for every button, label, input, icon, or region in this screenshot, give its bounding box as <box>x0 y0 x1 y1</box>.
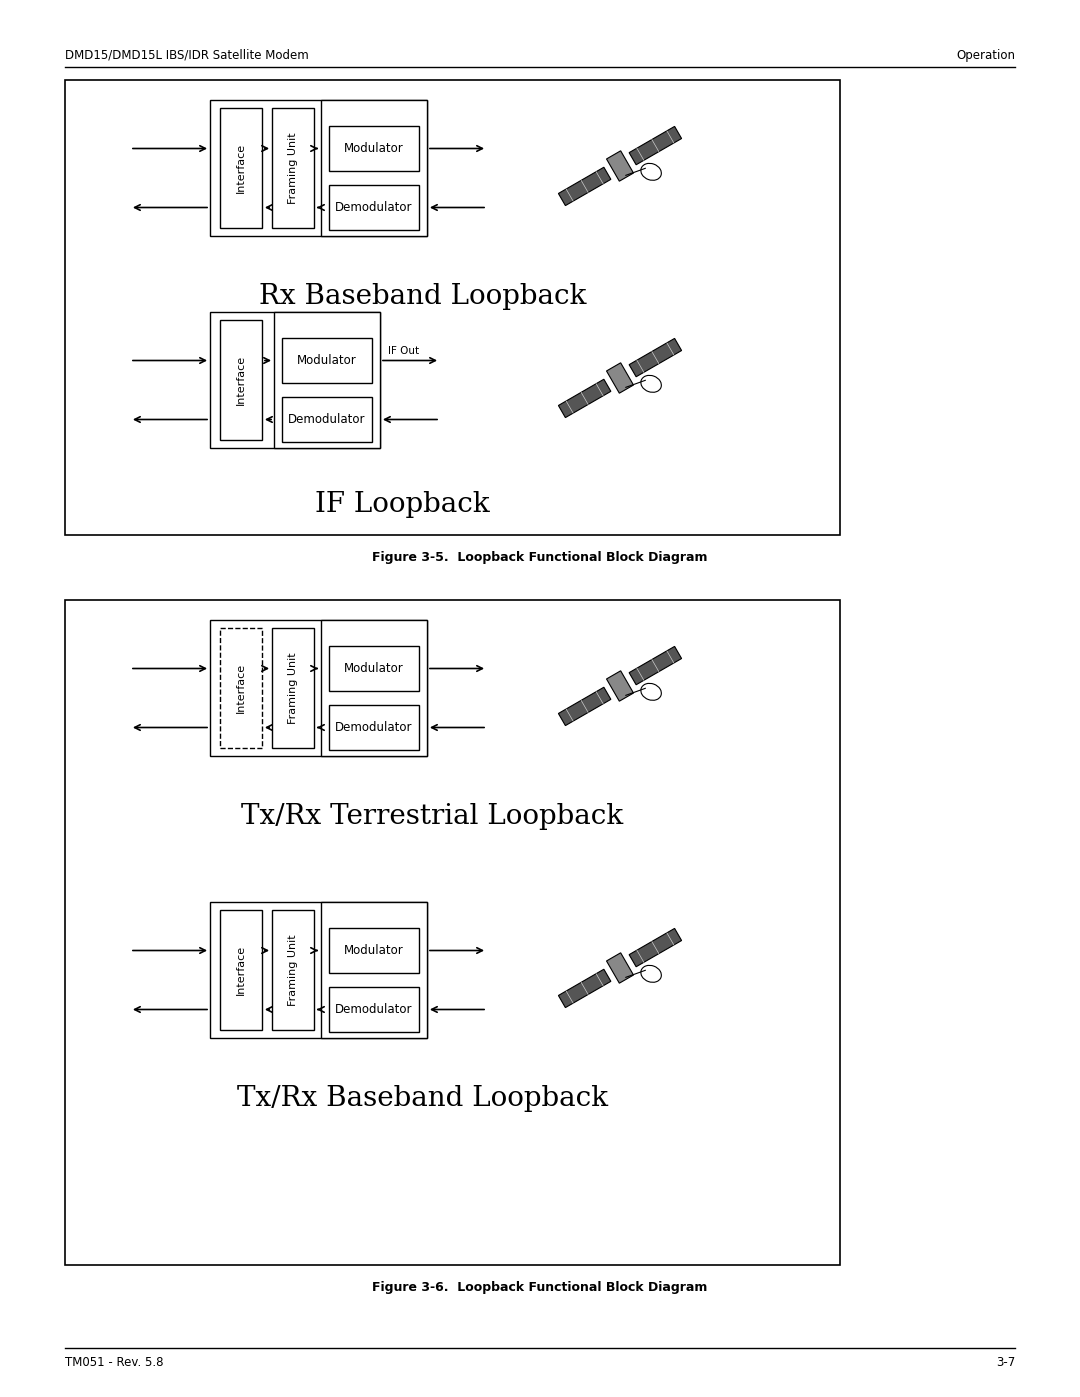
Bar <box>274 312 380 448</box>
Bar <box>329 645 419 692</box>
Text: Rx Baseband Loopback: Rx Baseband Loopback <box>259 282 586 310</box>
Text: Demodulator: Demodulator <box>335 1003 413 1016</box>
Text: Figure 3-6.  Loopback Functional Block Diagram: Figure 3-6. Loopback Functional Block Di… <box>373 1281 707 1294</box>
Text: Demodulator: Demodulator <box>335 201 413 214</box>
Text: Figure 3-5.  Loopback Functional Block Diagram: Figure 3-5. Loopback Functional Block Di… <box>373 550 707 563</box>
Text: IF Loopback: IF Loopback <box>315 490 490 517</box>
Bar <box>329 184 419 231</box>
Bar <box>220 320 262 440</box>
Text: Framing Unit: Framing Unit <box>288 133 298 204</box>
Polygon shape <box>558 970 611 1007</box>
Polygon shape <box>630 647 681 685</box>
Text: Interface: Interface <box>237 664 246 712</box>
Text: Interface: Interface <box>237 142 246 193</box>
Text: DMD15/DMD15L IBS/IDR Satellite Modem: DMD15/DMD15L IBS/IDR Satellite Modem <box>65 49 309 61</box>
Polygon shape <box>558 379 611 418</box>
Bar <box>329 705 419 750</box>
Text: Interface: Interface <box>237 355 246 405</box>
Bar <box>329 988 419 1032</box>
Text: Framing Unit: Framing Unit <box>288 935 298 1006</box>
Text: TM051 - Rev. 5.8: TM051 - Rev. 5.8 <box>65 1355 163 1369</box>
Bar <box>210 902 427 1038</box>
Polygon shape <box>607 151 634 182</box>
Bar <box>210 312 380 448</box>
Bar <box>272 629 314 747</box>
Polygon shape <box>630 929 681 967</box>
Polygon shape <box>607 363 634 393</box>
Polygon shape <box>607 953 634 983</box>
Text: Demodulator: Demodulator <box>335 721 413 733</box>
Polygon shape <box>630 338 681 377</box>
Bar <box>329 126 419 170</box>
Text: Tx/Rx Terrestrial Loopback: Tx/Rx Terrestrial Loopback <box>241 802 623 830</box>
Ellipse shape <box>640 683 661 700</box>
Text: Framing Unit: Framing Unit <box>288 652 298 724</box>
Bar <box>220 629 262 747</box>
Bar <box>272 909 314 1030</box>
Bar <box>321 902 427 1038</box>
Text: Modulator: Modulator <box>345 142 404 155</box>
Text: Tx/Rx Baseband Loopback: Tx/Rx Baseband Loopback <box>237 1084 608 1112</box>
Bar <box>321 620 427 756</box>
Polygon shape <box>607 671 634 701</box>
Text: Demodulator: Demodulator <box>288 414 366 426</box>
Text: Interface: Interface <box>237 944 246 995</box>
Polygon shape <box>630 126 681 165</box>
Bar <box>282 338 372 383</box>
Bar <box>210 101 427 236</box>
Polygon shape <box>558 687 611 725</box>
Ellipse shape <box>640 965 661 982</box>
Text: Operation: Operation <box>956 49 1015 61</box>
Text: Modulator: Modulator <box>345 662 404 675</box>
Ellipse shape <box>640 163 661 180</box>
Bar <box>321 101 427 236</box>
Polygon shape <box>558 168 611 205</box>
Bar <box>210 620 427 756</box>
Text: Modulator: Modulator <box>297 353 356 367</box>
Bar <box>65 599 840 1266</box>
Bar <box>282 397 372 441</box>
Bar <box>329 928 419 972</box>
Text: IF Out: IF Out <box>388 345 419 355</box>
Bar <box>272 108 314 228</box>
Text: Modulator: Modulator <box>345 944 404 957</box>
Ellipse shape <box>640 376 661 393</box>
Bar <box>220 108 262 228</box>
Text: 3-7: 3-7 <box>996 1355 1015 1369</box>
Bar <box>220 909 262 1030</box>
Bar <box>65 80 840 535</box>
